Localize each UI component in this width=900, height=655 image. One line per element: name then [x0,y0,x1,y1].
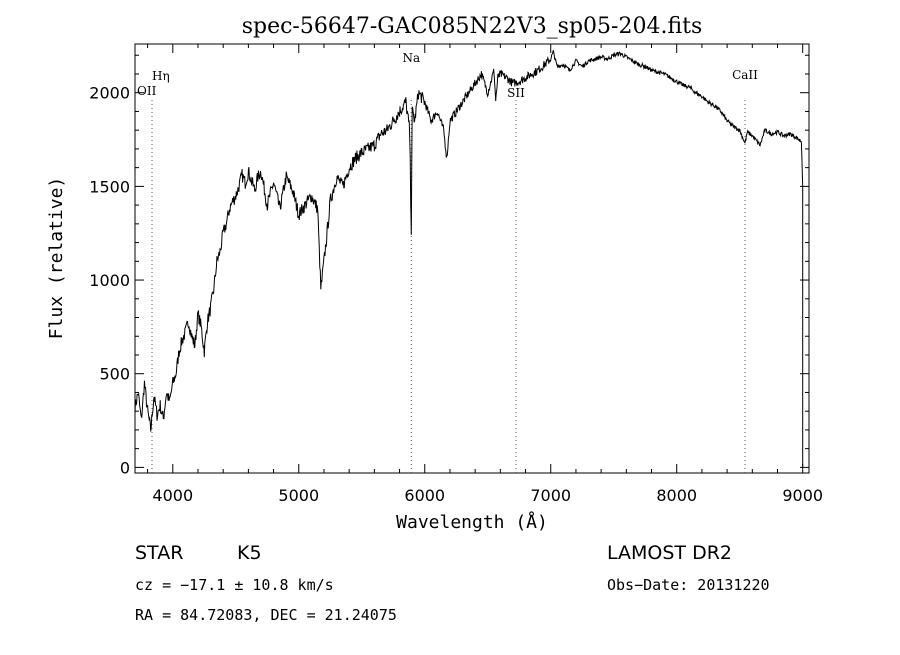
survey-name: LAMOST DR2 [607,542,732,564]
plot-frame [134,43,810,474]
x-axis: 4000 5000 6000 7000 8000 9000 [147,44,823,505]
y-tick-label: 1500 [89,177,130,196]
chart-title: spec-56647-GAC085N22V3_sp05-204.fits [242,14,703,39]
coordinates: RA = 84.72083, DEC = 21.24075 [135,606,397,624]
x-axis-title: Wavelength (Å) [396,511,548,533]
y-tick-label: 0 [120,458,130,477]
x-tick-label: 8000 [656,486,697,505]
obs-date: Obs−Date: 20131220 [607,576,770,594]
x-tick-label: 6000 [404,486,445,505]
y-axis: 0 500 1000 1500 2000 [89,54,809,477]
reference-line-label: SII [507,86,525,100]
y-tick-label: 500 [99,365,130,384]
reference-line-label: Na [402,51,420,65]
x-tick-label: 9000 [782,486,823,505]
spectrum-line [134,50,804,468]
x-tick-label: 5000 [278,486,319,505]
reference-line-label: CaII [732,68,758,82]
spectral-subclass: K5 [237,542,262,564]
y-tick-label: 1000 [89,271,130,290]
x-tick-label: 4000 [152,486,193,505]
y-axis-title: Flux (relative) [46,177,67,340]
reference-line-label: Hη [152,69,170,83]
x-tick-label: 7000 [530,486,571,505]
redshift-line: cz = −17.1 ± 10.8 km/s [135,576,334,594]
y-tick-label: 2000 [89,84,130,103]
reference-line-label: OII [137,84,157,98]
object-type: STAR [135,542,183,564]
